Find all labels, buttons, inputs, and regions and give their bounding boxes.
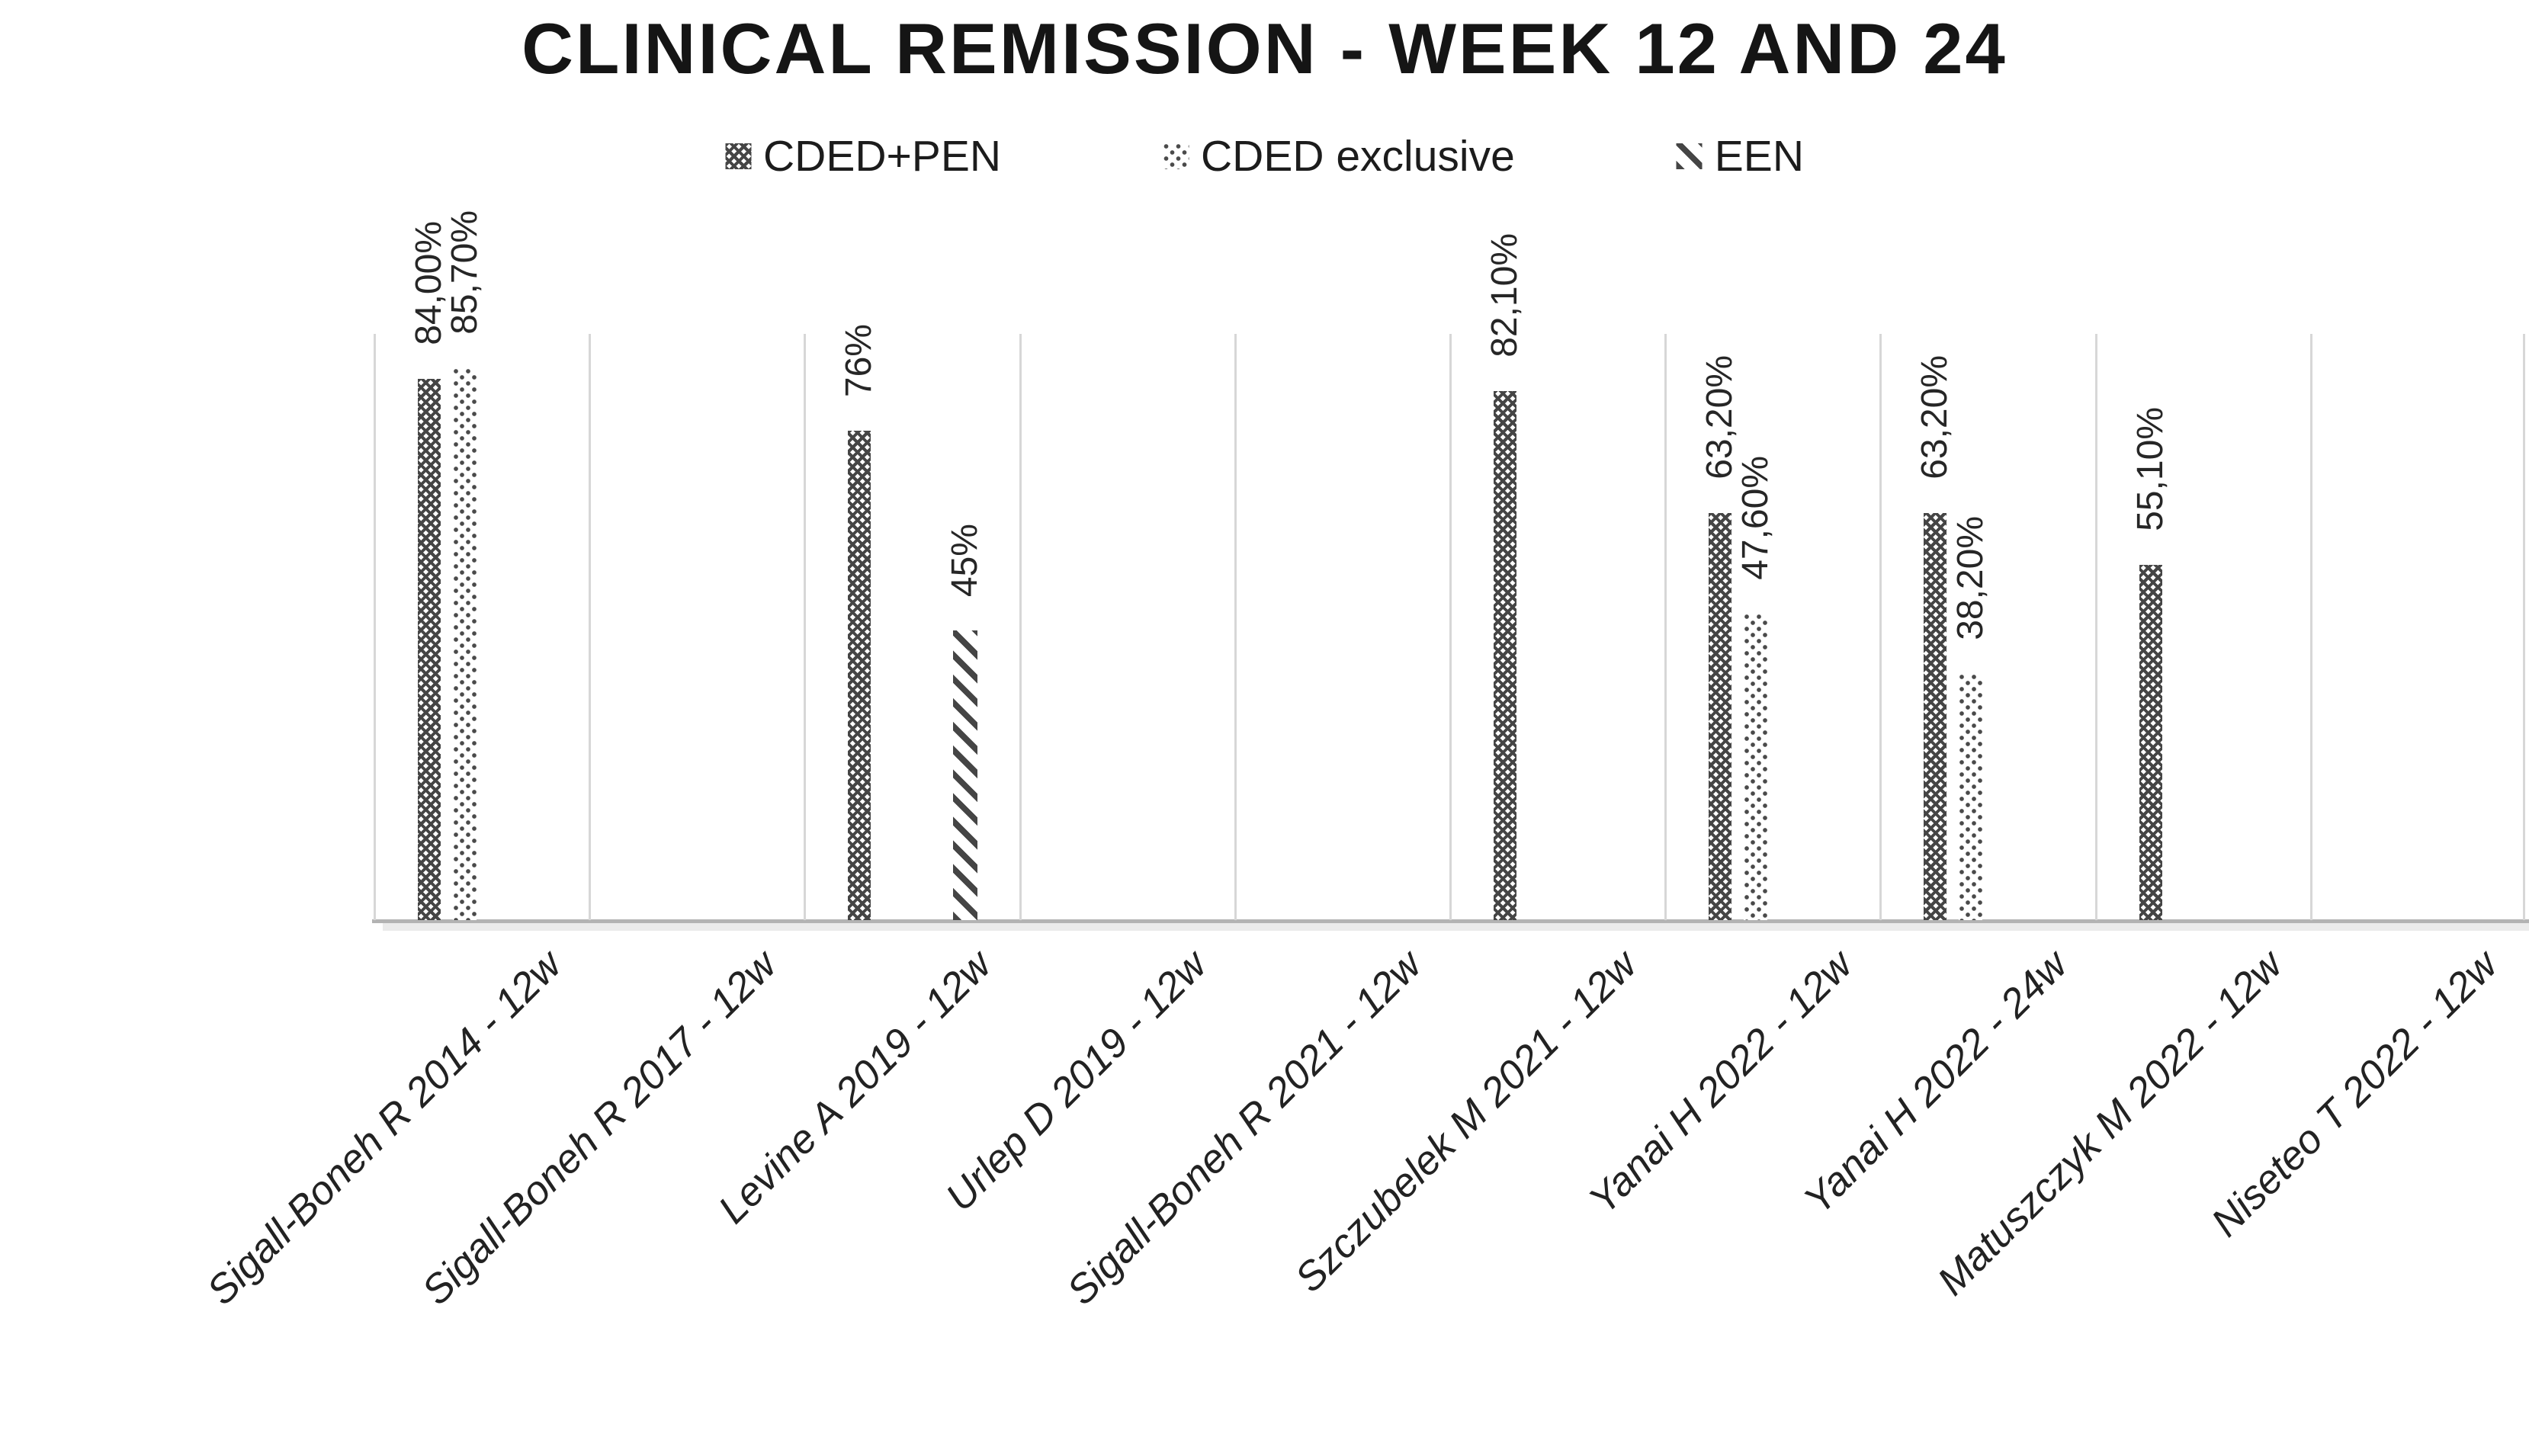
- x-axis-label: Sigall-Boneh R 2014 - 12w: [197, 941, 570, 1314]
- x-axis-shadow: [383, 923, 2529, 931]
- category-gridline: [1879, 334, 1882, 920]
- legend-label: CDED exclusive: [1201, 132, 1515, 181]
- legend-item-een: EEN: [1676, 131, 1804, 181]
- bar-cded-exclusive: [1744, 614, 1767, 920]
- crosshatch-pattern-swatch-icon: [725, 143, 752, 169]
- bar-cded-exclusive: [1959, 674, 1982, 920]
- category-gridline: [2310, 334, 2312, 920]
- category-gridline: [1019, 334, 1022, 920]
- category-gridline: [374, 334, 376, 920]
- dotted-pattern-swatch-icon: [1163, 143, 1189, 169]
- x-axis-label: Matuszczyk M 2022 - 12w: [1929, 941, 2292, 1304]
- legend-label: EEN: [1714, 132, 1804, 181]
- legend: CDED+PEN CDED exclusive EEN: [725, 131, 1804, 181]
- bar-cded-exclusive: [453, 368, 477, 920]
- legend-item-cded-pen: CDED+PEN: [725, 131, 1001, 181]
- plot-area: 84,00% 76% 82,10% 63,20% 63,20% 55,10% 85,70% 4…: [372, 210, 2529, 931]
- legend-label: CDED+PEN: [763, 132, 1002, 181]
- category-gridline: [1449, 334, 1452, 920]
- bar-cded-pen: [1709, 513, 1731, 920]
- category-gridline: [1234, 334, 1237, 920]
- bar-een: [953, 630, 977, 920]
- bar-cded-pen: [1494, 391, 1516, 920]
- category-gridline: [2095, 334, 2097, 920]
- bar-cded-pen: [418, 379, 441, 920]
- x-axis-label: Sigall-Boneh R 2017 - 12w: [413, 941, 785, 1314]
- legend-item-cded-exclusive: CDED exclusive: [1163, 131, 1515, 181]
- bar-cded-pen: [1924, 513, 1946, 920]
- category-gridline: [804, 334, 806, 920]
- x-axis-label: Szczubelek M 2021 - 12w: [1286, 941, 1646, 1301]
- diagonal-stripe-pattern-swatch-icon: [1676, 143, 1703, 169]
- bar-cded-pen: [848, 431, 871, 920]
- x-axis-line: [372, 919, 2529, 923]
- x-axis-label: Sigall-Boneh R 2021 - 12w: [1058, 941, 1431, 1314]
- chart-title: CLINICAL REMISSION - WEEK 12 AND 24: [522, 8, 2007, 88]
- bar-cded-pen: [2139, 565, 2162, 920]
- category-gridline: [2523, 334, 2525, 920]
- category-gridline: [589, 334, 591, 920]
- category-gridline: [1664, 334, 1667, 920]
